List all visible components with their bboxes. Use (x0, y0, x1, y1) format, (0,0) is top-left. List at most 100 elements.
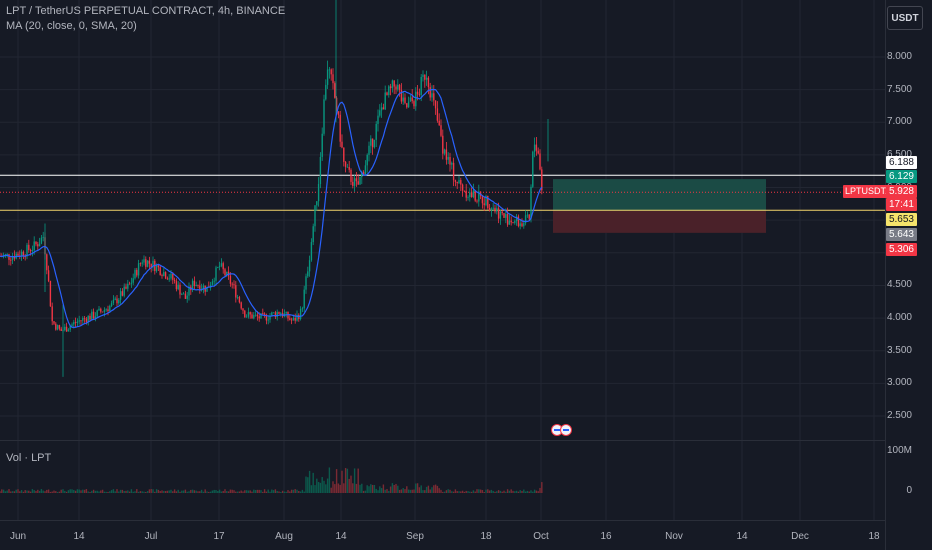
volume-bar (235, 491, 237, 493)
volume-bar (460, 491, 462, 493)
volume-bar (425, 486, 428, 493)
volume-bar (193, 490, 196, 493)
entry-price-label: 5.643 (885, 228, 917, 241)
currency-button[interactable]: USDT (887, 6, 923, 30)
long-position-profit-zone[interactable] (553, 179, 766, 211)
volume-bar (96, 490, 98, 493)
volume-bar (440, 489, 442, 493)
volume-bar (40, 489, 43, 493)
candle-body (364, 165, 367, 175)
volume-bar (110, 490, 113, 493)
volume-bar (407, 489, 410, 493)
candle-body (541, 169, 543, 191)
stop-price-label: 5.306 (885, 243, 917, 256)
candle-body (321, 133, 323, 157)
candle-body (20, 251, 23, 257)
price-axis-border (885, 0, 886, 550)
candle-body (211, 281, 214, 285)
candle-body (346, 166, 349, 168)
candle-body (71, 324, 73, 327)
volume-bar (49, 491, 52, 493)
long-position-loss-zone[interactable] (553, 210, 766, 233)
candle-body (402, 97, 404, 102)
candle-body (67, 329, 70, 332)
volume-bar (55, 491, 57, 493)
candle-body (53, 321, 55, 324)
candle-body (377, 115, 379, 124)
volume-bar (465, 490, 467, 493)
volume-bar (56, 491, 59, 493)
candle-body (305, 276, 307, 290)
candle-body (188, 286, 190, 296)
volume-bar (200, 489, 203, 493)
volume-bar (166, 490, 169, 493)
candle-body (424, 74, 426, 80)
candle-body (530, 186, 532, 219)
candle-body (173, 279, 176, 282)
volume-bar (332, 481, 334, 493)
candle-body (240, 302, 242, 309)
volume-bar (89, 491, 91, 493)
candle-body (249, 312, 251, 315)
candle-body (128, 283, 131, 285)
candle-body (96, 310, 98, 317)
candle-body (348, 166, 350, 170)
candle-body (179, 284, 181, 295)
volume-legend[interactable]: Vol · LPT (6, 452, 52, 464)
volume-bar (244, 490, 246, 493)
volume-bar (406, 486, 408, 493)
volume-bar (371, 484, 374, 493)
volume-bar (418, 487, 421, 493)
volume-bar (197, 491, 199, 493)
candle-body (460, 180, 462, 185)
volume-bar (512, 490, 514, 493)
volume-bar (213, 489, 215, 493)
candle-body (10, 259, 12, 261)
volume-bar (181, 490, 183, 493)
volume-bar (67, 490, 70, 493)
candle-body (310, 242, 313, 261)
candle-body (420, 76, 422, 95)
volume-bar (316, 478, 318, 493)
volume-bar (393, 484, 395, 493)
volume-bar (429, 489, 431, 493)
volume-bar (359, 484, 361, 493)
price-axis-tick: 8.000 (886, 51, 912, 62)
volume-bar (92, 489, 95, 493)
volume-bar (265, 491, 268, 493)
candle-body (119, 291, 122, 300)
volume-bar (274, 489, 277, 493)
volume-bar (85, 489, 88, 493)
volume-bar (533, 489, 536, 493)
volume-bar (204, 489, 206, 493)
symbol-legend[interactable]: LPT / TetherUS PERPETUAL CONTRACT, 4h, B… (6, 5, 286, 17)
volume-bar (42, 490, 44, 493)
candle-body (98, 308, 100, 311)
candle-body (202, 285, 205, 289)
candle-body (51, 306, 53, 322)
candle-body (481, 195, 484, 204)
chart-grid (0, 0, 885, 520)
volume-bar (236, 491, 239, 493)
volume-bar (272, 490, 275, 493)
candle-body (272, 312, 275, 314)
candle-body (328, 69, 331, 71)
volume-bar (357, 468, 359, 493)
us-flag-event-icon[interactable] (560, 424, 572, 436)
volume-bar (98, 491, 100, 493)
candle-body (229, 275, 232, 284)
candle-body (132, 278, 134, 283)
candle-body (163, 272, 165, 276)
volume-bar (31, 489, 34, 493)
volume-bar (499, 490, 502, 493)
time-axis-border (0, 520, 885, 521)
volume-bar (492, 490, 494, 493)
ma-indicator-legend[interactable]: MA (20, close, 0, SMA, 20) (6, 20, 137, 32)
candle-body (182, 293, 185, 295)
volume-bar (211, 490, 214, 493)
candle-body (503, 213, 505, 218)
volume-bar (249, 490, 251, 493)
candle-body (335, 97, 338, 112)
candle-body (175, 281, 178, 290)
